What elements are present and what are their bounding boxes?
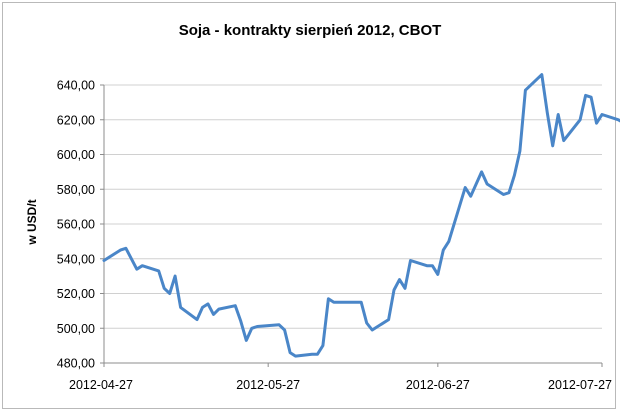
x-tick-label: 2012-04-27 [69,378,133,392]
y-tick-label: 520,00 [57,287,95,301]
x-tick-label: 2012-05-27 [236,378,300,392]
y-tick-label: 620,00 [57,113,95,127]
y-tick-label: 500,00 [57,322,95,336]
y-tick-label: 640,00 [57,79,95,93]
x-tick-label: 2012-07-27 [548,378,612,392]
x-tick-labels: 2012-04-27 2012-05-27 2012-06-27 2012-07-27 [69,378,612,392]
x-tick-label: 2012-06-27 [406,378,470,392]
y-tick-label: 560,00 [57,218,95,232]
axis-layer [100,84,603,367]
y-tick-label: 580,00 [57,183,95,197]
y-tick-label: 480,00 [57,357,95,371]
y-tick-label: 540,00 [57,252,95,266]
y-tick-labels: 480,00 500,00 520,00 540,00 560,00 580,00 600,… [57,79,95,371]
series-line [102,73,620,358]
y-tick-label: 600,00 [57,148,95,162]
chart-title: Soja - kontrakty sierpień 2012, CBOT [179,22,442,39]
y-axis-label: w USD/t [25,199,39,245]
series-layer [102,73,620,358]
